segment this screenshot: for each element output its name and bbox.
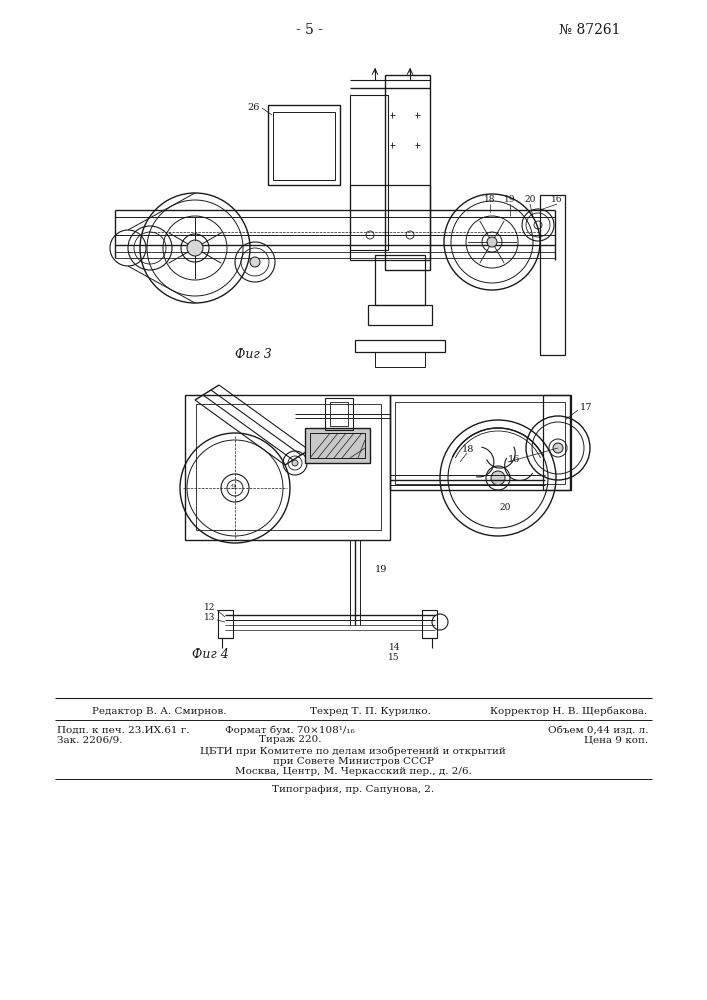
Text: 17: 17 — [580, 402, 592, 412]
Text: Формат бум. 70×108¹/₁₆: Формат бум. 70×108¹/₁₆ — [226, 725, 355, 735]
Bar — [540, 195, 565, 355]
Circle shape — [487, 237, 497, 247]
Text: 20: 20 — [525, 196, 536, 205]
Bar — [355, 340, 445, 352]
Text: 12: 12 — [204, 603, 215, 612]
Text: 15: 15 — [388, 652, 400, 662]
Text: 20: 20 — [499, 502, 510, 512]
Text: 13: 13 — [204, 613, 215, 622]
Text: Техред Т. П. Курилко.: Техред Т. П. Курилко. — [310, 706, 431, 716]
Bar — [350, 95, 388, 250]
Circle shape — [491, 471, 505, 485]
Bar — [273, 112, 335, 180]
Text: 18: 18 — [484, 196, 496, 205]
Text: 9: 9 — [230, 483, 235, 491]
Text: Фиг 3: Фиг 3 — [235, 349, 271, 361]
Text: Фиг 4: Фиг 4 — [192, 648, 229, 662]
Bar — [395, 402, 565, 484]
Bar — [185, 395, 390, 540]
Text: 18: 18 — [462, 446, 474, 454]
Text: 16: 16 — [551, 196, 563, 205]
Text: Подп. к печ. 23.ИХ.61 г.: Подп. к печ. 23.ИХ.61 г. — [57, 726, 189, 734]
Text: Объем 0,44 изд. л.: Объем 0,44 изд. л. — [547, 726, 648, 734]
Bar — [375, 352, 425, 367]
Text: 14: 14 — [389, 644, 400, 652]
Bar — [218, 610, 233, 638]
Text: 19: 19 — [504, 196, 515, 205]
Circle shape — [292, 460, 298, 466]
Text: - 5 -: - 5 - — [296, 23, 324, 37]
Bar — [305, 428, 370, 463]
Bar — [196, 404, 381, 530]
Text: ЦБТИ при Комитете по делам изобретений и открытий: ЦБТИ при Комитете по делам изобретений и… — [200, 746, 506, 756]
Circle shape — [553, 443, 563, 453]
Bar — [310, 433, 365, 458]
Text: 19: 19 — [375, 566, 387, 574]
Circle shape — [187, 240, 203, 256]
Text: Москва, Центр, М. Черкасский пер., д. 2/6.: Москва, Центр, М. Черкасский пер., д. 2/… — [235, 766, 472, 776]
Bar — [422, 610, 437, 638]
Text: Тираж 220.: Тираж 220. — [259, 736, 321, 744]
Bar — [385, 75, 430, 270]
Bar — [375, 255, 425, 305]
Bar — [543, 395, 571, 490]
Bar — [330, 402, 348, 426]
Text: № 87261: № 87261 — [559, 23, 621, 37]
Text: Корректор Н. В. Щербакова.: Корректор Н. В. Щербакова. — [490, 706, 647, 716]
Text: Зак. 2206/9.: Зак. 2206/9. — [57, 736, 122, 744]
Text: Типография, пр. Сапунова, 2.: Типография, пр. Сапунова, 2. — [272, 784, 434, 794]
Text: 16: 16 — [508, 456, 520, 464]
Bar — [350, 185, 430, 260]
Circle shape — [250, 257, 260, 267]
Bar — [368, 305, 432, 325]
Text: 26: 26 — [247, 104, 260, 112]
Text: Цена 9 коп.: Цена 9 коп. — [584, 736, 648, 744]
Bar — [390, 395, 570, 490]
Bar — [325, 398, 353, 430]
Text: при Совете Министров СССР: при Совете Министров СССР — [273, 756, 433, 766]
Bar — [268, 105, 340, 185]
Text: Редактор В. А. Смирнов.: Редактор В. А. Смирнов. — [92, 706, 226, 716]
